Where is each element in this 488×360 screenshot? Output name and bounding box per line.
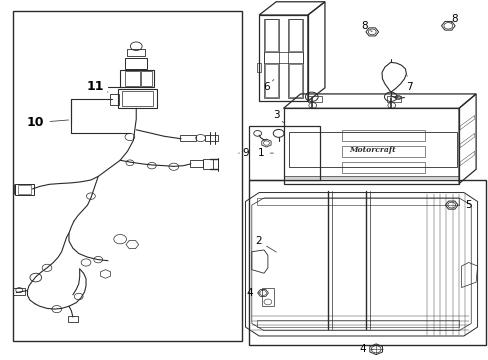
Text: 2: 2 [254,236,276,252]
Text: 8: 8 [450,14,457,24]
Text: 11: 11 [87,80,108,93]
Text: 8: 8 [361,21,371,32]
Text: 4: 4 [245,288,260,298]
Text: 10: 10 [27,116,68,129]
Text: 7: 7 [405,75,412,92]
Text: Motorcraft: Motorcraft [348,145,395,153]
Text: 9: 9 [238,148,248,158]
Text: 1: 1 [258,148,273,158]
Text: 3: 3 [272,111,283,123]
Text: 5: 5 [458,200,471,210]
Text: 4: 4 [359,344,373,354]
Text: 6: 6 [263,80,273,93]
